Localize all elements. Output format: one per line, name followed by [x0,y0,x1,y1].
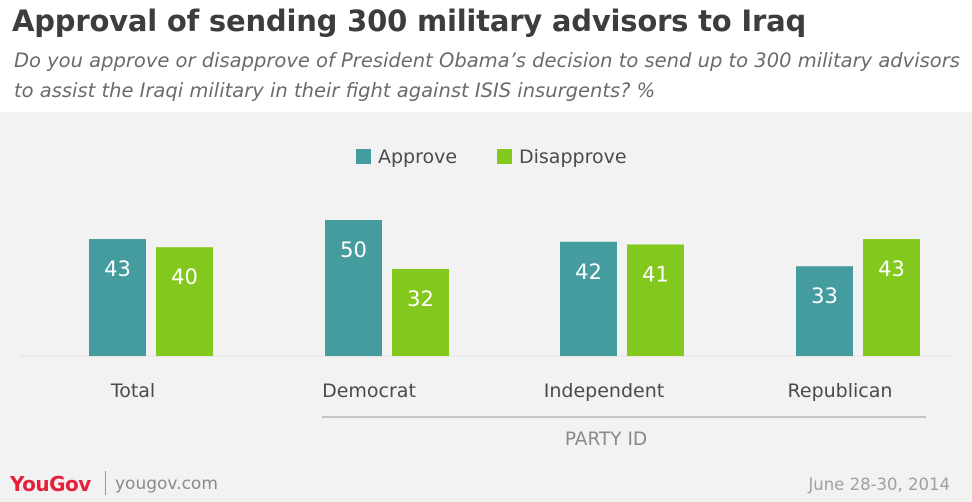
chart-title: Approval of sending 300 military advisor… [12,4,807,38]
category-label-democrat: Democrat [322,380,416,402]
bar-value-label: 32 [407,287,434,311]
bar-approve-total [89,239,146,356]
category-label-republican: Republican [788,380,893,402]
bar-value-label: 33 [811,284,838,308]
bar-value-label: 43 [104,257,131,281]
category-label-total: Total [110,380,155,402]
legend-label-approve: Approve [378,146,457,168]
bar-disapprove-independent [627,244,684,356]
bar-disapprove-republican [863,239,920,356]
bar-value-label: 42 [575,260,602,284]
chart-header: Approval of sending 300 military advisor… [0,0,972,112]
bar-approve-republican [796,266,853,356]
footer-divider [105,471,106,495]
bar-disapprove-democrat [392,268,449,356]
footer-url[interactable]: yougov.com [115,474,218,494]
bar-approve-independent [560,241,617,356]
bar-value-label: 43 [878,257,905,281]
group-label: PARTY ID [565,429,647,450]
legend-swatch-disapprove [497,149,512,164]
bar-value-label: 40 [171,265,198,289]
chart-subtitle: Do you approve or disapprove of Presiden… [14,49,960,102]
bar-approve-democrat [325,220,382,356]
bar-value-label: 41 [642,262,669,286]
bar-chart: Approve Disapprove 43 40 Total 50 32 Democrat 42… [20,146,952,450]
yougov-logo: YouGov [10,472,91,496]
legend-swatch-approve [356,149,371,164]
category-label-independent: Independent [544,380,664,402]
bar-disapprove-total [156,247,213,356]
bar-value-label: 50 [340,238,367,262]
legend-label-disapprove: Disapprove [519,146,627,168]
survey-date: June 28-30, 2014 [808,475,950,494]
